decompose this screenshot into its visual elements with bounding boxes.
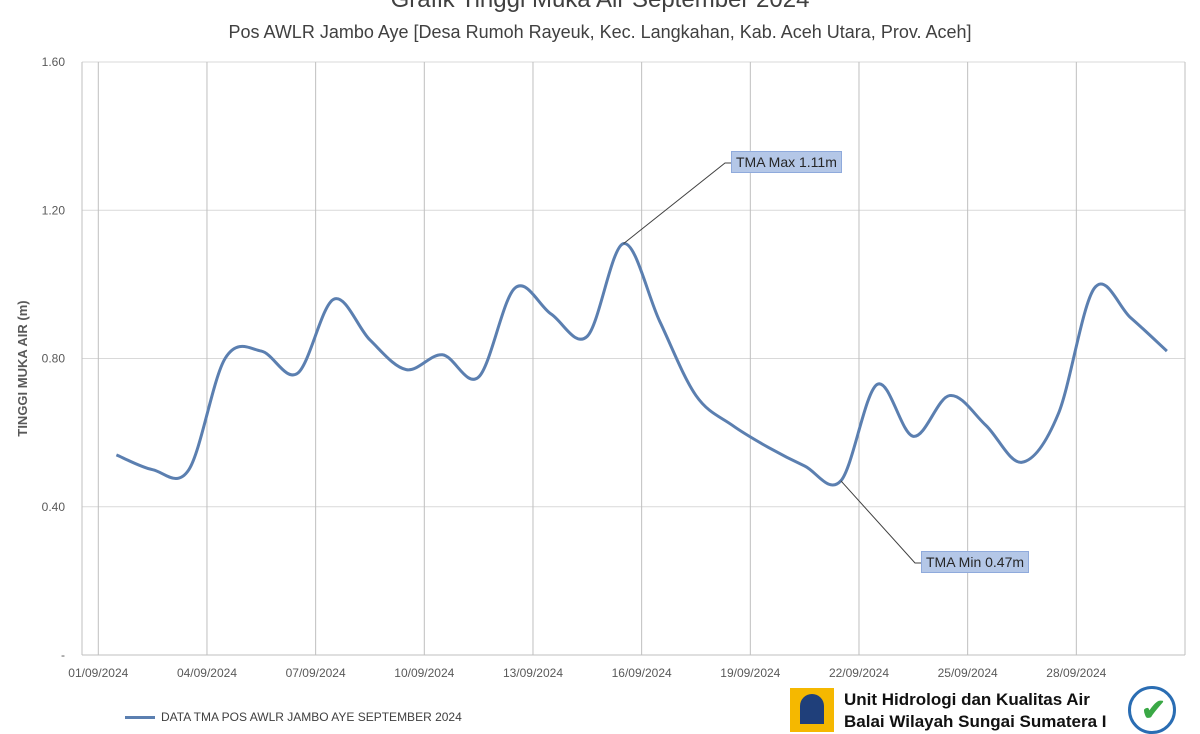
x-tick-label: 25/09/2024 xyxy=(938,666,998,680)
data-point xyxy=(513,287,516,290)
annotation-max-leader xyxy=(623,162,733,244)
data-point xyxy=(1093,287,1096,290)
data-point xyxy=(1129,316,1132,319)
chart-subtitle: Pos AWLR Jambo Aye [Desa Rumoh Rayeuk, K… xyxy=(228,22,972,42)
data-point xyxy=(912,435,915,438)
data-point xyxy=(368,338,371,341)
data-point xyxy=(550,313,553,316)
data-point xyxy=(441,353,444,356)
annotation-min-leader xyxy=(840,480,923,564)
y-tick-label: - xyxy=(61,648,65,662)
x-tick-label: 22/09/2024 xyxy=(829,666,889,680)
annotation-max: TMA Max 1.11m xyxy=(731,151,842,173)
data-point xyxy=(658,320,661,323)
legend: DATA TMA POS AWLR JAMBO AYE SEPTEMBER 20… xyxy=(125,710,462,724)
y-axis-title: TINGGI MUKA AIR (m) xyxy=(15,300,30,436)
y-tick-label: 1.20 xyxy=(42,203,66,217)
x-tick-label: 10/09/2024 xyxy=(394,666,454,680)
data-point xyxy=(405,368,408,371)
x-tick-label: 04/09/2024 xyxy=(177,666,237,680)
ministry-logo-icon xyxy=(790,688,834,732)
y-tick-label: 1.60 xyxy=(42,55,66,69)
data-point xyxy=(260,350,263,353)
y-tick-label: 0.80 xyxy=(42,352,66,366)
x-tick-label: 28/09/2024 xyxy=(1046,666,1106,680)
data-point xyxy=(694,394,697,397)
data-point xyxy=(1165,350,1168,353)
data-point xyxy=(296,372,299,375)
data-point xyxy=(115,453,118,456)
data-point xyxy=(948,394,951,397)
data-point xyxy=(151,468,154,471)
data-point xyxy=(1057,413,1060,416)
organization-block: Unit Hidrologi dan Kualitas Air Balai Wi… xyxy=(790,686,1200,734)
x-tick-label: 01/09/2024 xyxy=(68,666,128,680)
series-line xyxy=(115,242,1168,487)
data-point xyxy=(1020,461,1023,464)
data-point xyxy=(767,446,770,449)
org-subtitle: Balai Wilayah Sungai Sumatera I xyxy=(844,712,1107,731)
x-tick-label: 07/09/2024 xyxy=(286,666,346,680)
x-tick-label: 19/09/2024 xyxy=(720,666,780,680)
iso-certification-icon: ✔ xyxy=(1128,686,1176,734)
legend-line-swatch xyxy=(125,716,155,720)
data-point xyxy=(586,335,589,338)
data-point xyxy=(477,376,480,379)
data-point xyxy=(803,464,806,467)
chart-title: Grafik Tinggi Muka Air September 2024 xyxy=(0,0,1200,14)
x-tick-label: 13/09/2024 xyxy=(503,666,563,680)
annotation-min: TMA Min 0.47m xyxy=(921,551,1030,573)
org-name: Unit Hidrologi dan Kualitas Air xyxy=(844,690,1090,709)
y-tick-label: 0.40 xyxy=(42,500,66,514)
data-point xyxy=(876,383,879,386)
legend-label: DATA TMA POS AWLR JAMBO AYE SEPTEMBER 20… xyxy=(161,710,462,724)
data-point xyxy=(187,468,190,471)
x-tick-label: 16/09/2024 xyxy=(612,666,672,680)
data-point xyxy=(332,298,335,301)
data-point xyxy=(731,424,734,427)
data-point xyxy=(984,424,987,427)
data-point xyxy=(224,357,227,360)
